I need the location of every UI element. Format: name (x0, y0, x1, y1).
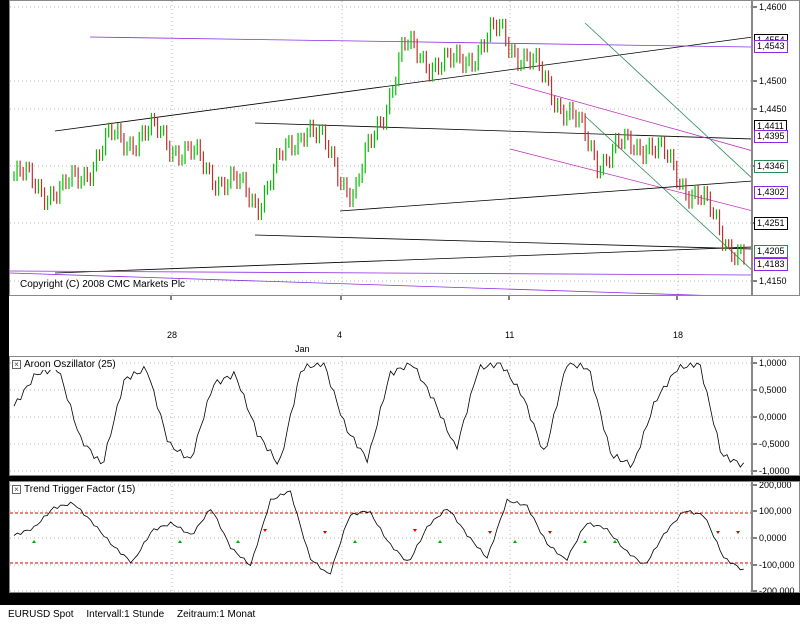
buy-signal-icon (438, 540, 442, 543)
price-axis-label: 1,4600 (759, 2, 787, 12)
sell-signal-icon (413, 529, 417, 532)
price-chart (10, 1, 751, 295)
trend-line (254, 234, 751, 250)
close-icon[interactable]: × (12, 360, 21, 369)
trend-line (509, 82, 751, 151)
price-level-label: 1,4395 (754, 129, 788, 143)
sell-signal-icon (323, 531, 327, 534)
indicator-axis-label: -0,5000 (759, 439, 790, 449)
price-axis-label: 1,4450 (759, 104, 787, 114)
aroon-chart (10, 357, 751, 475)
aroon-axis: 1,0000 0,5000 0,0000 -0,5000 -1,0000 (752, 356, 800, 476)
price-axis-label: 1,4150 (759, 276, 787, 286)
trend-line (89, 36, 751, 48)
ttf-chart (10, 482, 751, 592)
aroon-title: Aroon Oszillator (25) (24, 359, 116, 370)
price-level-label: 1,4543 (754, 40, 788, 54)
indicator-axis-label: 1,0000 (759, 358, 787, 368)
price-level-label: 1,4346 (754, 159, 788, 173)
x-axis-label: 4 (337, 330, 342, 340)
buy-signal-icon (613, 540, 617, 543)
indicator-axis-label: 100,000 (759, 506, 792, 516)
indicator-line (13, 362, 745, 469)
indicator-axis-label: 200,000 (759, 482, 792, 490)
price-level-label: 1,4205 (754, 244, 788, 258)
x-axis-label: 28 (167, 330, 177, 340)
indicator-axis-label: -1,0000 (759, 466, 790, 476)
range-label: Zeitraum:1 Monat (176, 609, 256, 620)
sell-signal-icon (263, 529, 267, 532)
status-bar: EURUSD Spot Intervall:1 Stunde Zeitraum:… (0, 605, 800, 625)
indicator-axis-label: 0,0000 (759, 533, 787, 543)
trend-line (509, 148, 751, 211)
indicator-line (13, 490, 744, 575)
price-level-label: 1,4183 (754, 258, 788, 272)
buy-signal-icon (583, 540, 587, 543)
trend-line (10, 270, 751, 276)
sell-signal-icon (548, 531, 552, 534)
x-axis-svg: 28 4 11 18 (167, 296, 683, 340)
ttf-title: Trend Trigger Factor (15) (24, 484, 136, 495)
interval-label: Intervall:1 Stunde (86, 609, 165, 620)
close-icon[interactable]: × (12, 485, 21, 494)
buy-signal-icon (178, 540, 182, 543)
price-chart-panel[interactable]: Copyright (C) 2008 CMC Markets Plc (9, 0, 752, 296)
price-level-label: 1,4302 (754, 186, 788, 200)
trend-line (584, 115, 751, 270)
indicator-axis-label: -200,000 (759, 586, 795, 594)
price-level-label: 1,4251 (754, 216, 788, 230)
buy-signal-icon (32, 540, 36, 543)
buy-signal-icon (236, 540, 240, 543)
indicator-axis-label: -100,000 (759, 560, 795, 570)
ttf-axis: 200,000 100,000 0,0000 -100,000 -200,000 (752, 481, 800, 594)
ttf-title-bar: × Trend Trigger Factor (15) (12, 484, 139, 495)
trend-line (339, 180, 751, 212)
sell-signal-icon (716, 531, 720, 534)
sell-signal-icon (736, 531, 740, 534)
price-axis-label: 1,4500 (759, 76, 787, 86)
buy-signal-icon (353, 540, 357, 543)
trend-line (54, 246, 751, 274)
aroon-title-bar: × Aroon Oszillator (25) (12, 359, 119, 370)
x-axis: 28 4 11 18 Jan (9, 296, 800, 356)
trend-line (10, 272, 704, 295)
trend-line (254, 122, 751, 140)
x-axis-month-label: Jan (295, 344, 310, 354)
indicator-axis-label: 0,0000 (759, 412, 787, 422)
trend-line (54, 36, 751, 132)
aroon-panel[interactable]: × Aroon Oszillator (25) (9, 356, 752, 476)
sell-signal-icon (488, 531, 492, 534)
ttf-axis-svg: 200,000 100,000 0,0000 -100,000 -200,000 (753, 482, 795, 594)
aroon-axis-svg: 1,0000 0,5000 0,0000 -0,5000 -1,0000 (753, 358, 790, 476)
x-axis-label: 11 (505, 330, 514, 340)
indicator-axis-label: 0,5000 (759, 385, 787, 395)
buy-signal-icon (513, 540, 517, 543)
copyright-text: Copyright (C) 2008 CMC Markets Plc (20, 279, 186, 290)
trend-line (584, 22, 751, 178)
x-axis-label: 18 (673, 330, 683, 340)
symbol-label: EURUSD Spot (8, 609, 74, 620)
ttf-panel[interactable]: × Trend Trigger Factor (15) (9, 481, 752, 593)
